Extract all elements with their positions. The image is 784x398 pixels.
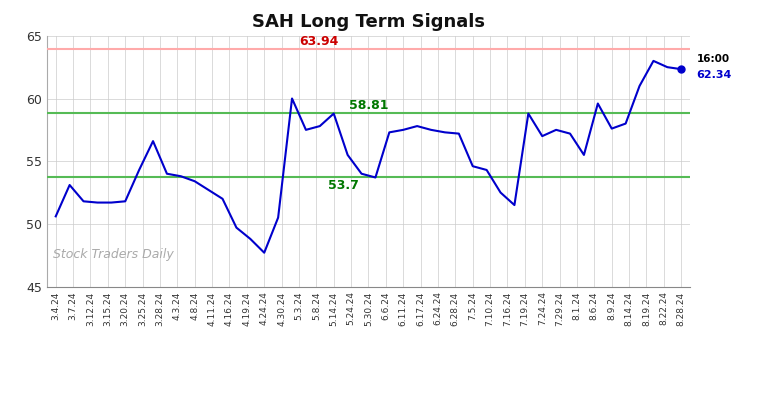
Text: 62.34: 62.34 — [696, 70, 731, 80]
Text: 63.94: 63.94 — [299, 35, 338, 48]
Text: Stock Traders Daily: Stock Traders Daily — [53, 248, 174, 261]
Text: 16:00: 16:00 — [696, 54, 729, 64]
Title: SAH Long Term Signals: SAH Long Term Signals — [252, 14, 485, 31]
Text: 58.81: 58.81 — [349, 99, 388, 112]
Text: 53.7: 53.7 — [328, 179, 359, 192]
